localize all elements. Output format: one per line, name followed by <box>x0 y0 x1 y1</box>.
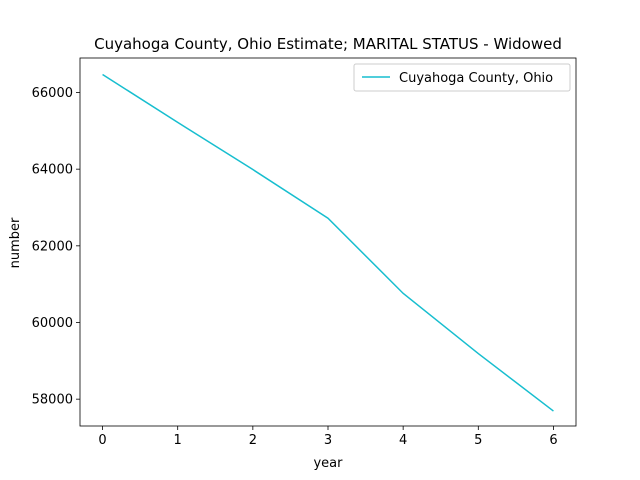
legend-label: Cuyahoga County, Ohio <box>399 71 553 86</box>
plot-area: 0 1 2 3 4 5 6 58000 60000 62000 64000 66000 <box>32 57 577 448</box>
x-tick-label-1: 1 <box>174 433 182 448</box>
y-axis-label: number <box>8 217 23 268</box>
y-tick-label-0: 58000 <box>32 393 73 408</box>
x-tick-label-4: 4 <box>399 433 407 448</box>
y-tick-label-4: 66000 <box>32 86 73 101</box>
x-tick-label-5: 5 <box>474 433 482 448</box>
x-tick-label-0: 0 <box>98 433 106 448</box>
y-tick-label-1: 60000 <box>32 316 73 331</box>
x-tick-label-6: 6 <box>549 433 557 448</box>
chart-title: Cuyahoga County, Ohio Estimate; MARITAL … <box>94 35 562 53</box>
y-tick-label-3: 64000 <box>32 163 73 178</box>
legend-box <box>353 63 571 92</box>
x-tick-label-3: 3 <box>324 433 332 448</box>
y-tick-label-2: 62000 <box>32 239 73 254</box>
x-tick-label-2: 2 <box>249 433 257 448</box>
x-axis-label: year <box>313 456 343 471</box>
series-line-0 <box>102 73 554 412</box>
legend: Cuyahoga County, Ohio <box>353 63 571 92</box>
